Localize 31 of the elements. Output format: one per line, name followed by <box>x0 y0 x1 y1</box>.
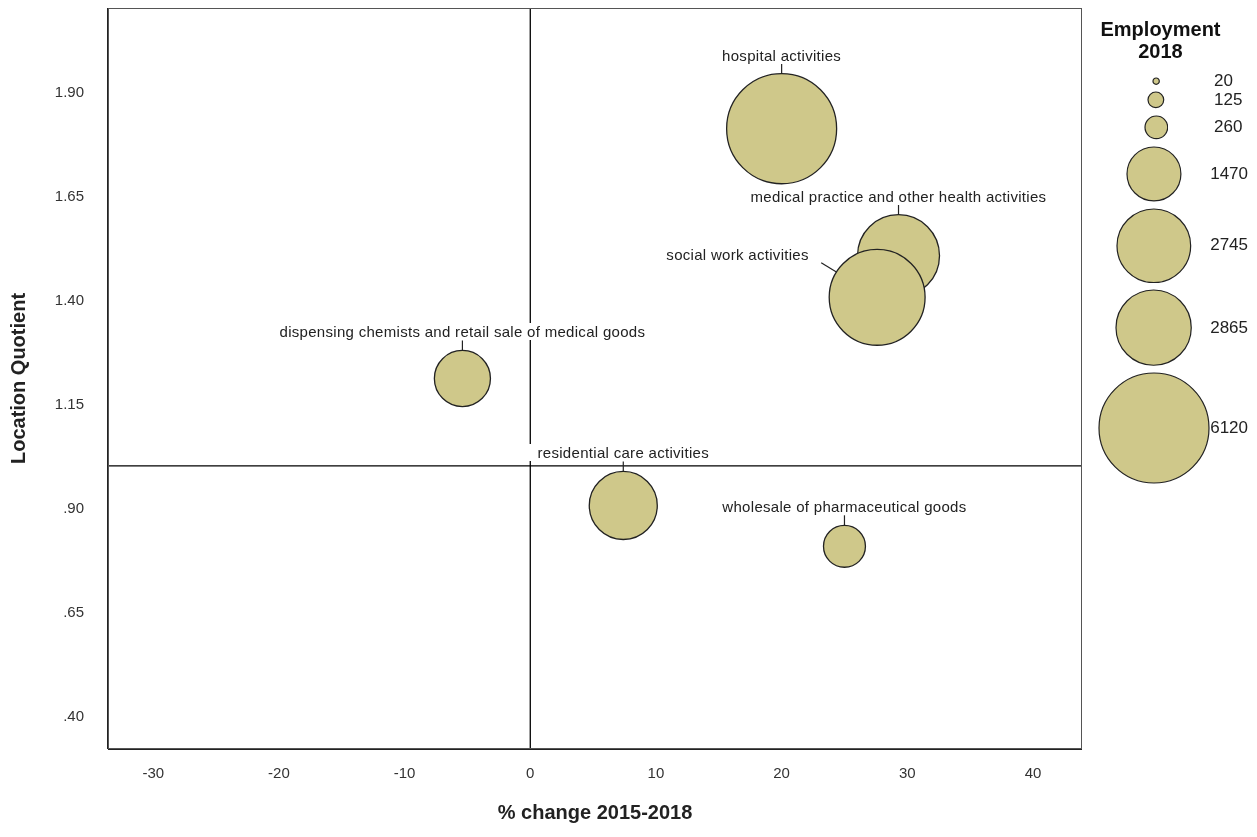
y-tick-label: 1.90 <box>54 82 84 100</box>
legend-label: 125 <box>1214 90 1243 111</box>
legend-label: 2865 <box>1210 317 1248 338</box>
y-tick-label: 1.65 <box>54 186 84 204</box>
annotation: medical practice and other health activities <box>731 187 1066 205</box>
legend-label: 260 <box>1214 117 1243 138</box>
y-tick-label: .65 <box>63 602 84 620</box>
x-tick-label: 0 <box>526 763 535 781</box>
annotation: wholesale of pharmaceutical goods <box>719 498 970 516</box>
legend-label: 20 <box>1214 71 1233 92</box>
y-tick-label: .90 <box>63 498 84 516</box>
legend-label: 2745 <box>1210 235 1248 256</box>
y-tick-label: 1.15 <box>54 394 84 412</box>
x-tick-label: -10 <box>393 763 416 781</box>
x-tick-label: -20 <box>268 763 290 781</box>
y-tick-label: 1.40 <box>54 290 84 308</box>
legend-label: 6120 <box>1210 418 1248 439</box>
y-tick-label: .40 <box>63 707 84 725</box>
x-tick-label: 10 <box>647 763 665 781</box>
legend-title: Employment 2018 <box>1099 18 1222 62</box>
y-axis-title: Location Quotient <box>7 292 30 465</box>
x-axis-title: % change 2015-2018 <box>497 801 693 823</box>
annotation: dispensing chemists and retail sale of medical goods <box>264 323 660 341</box>
x-tick-label: 30 <box>898 763 916 781</box>
x-tick-label: -30 <box>142 763 165 781</box>
annotation: social work activities <box>654 245 822 263</box>
x-tick-label: 40 <box>1024 763 1042 781</box>
legend-label: 1470 <box>1210 163 1248 184</box>
annotation: residential care activities <box>520 444 726 462</box>
annotation: hospital activities <box>709 46 854 64</box>
x-tick-label: 20 <box>773 763 790 781</box>
